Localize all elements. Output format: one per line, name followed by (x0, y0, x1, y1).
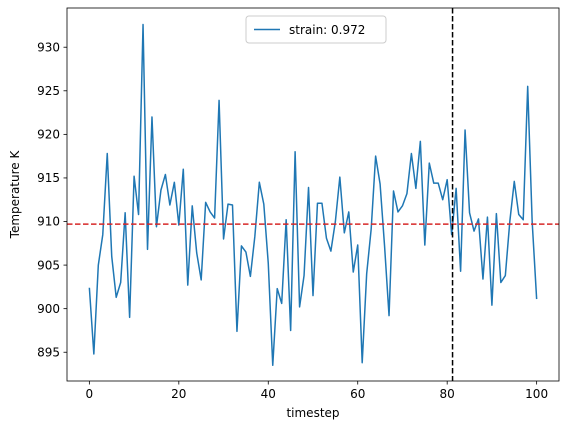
chart-axes: 0 20 40 60 80 100 895 900 905 910 915 920 925 930 (37, 7, 560, 401)
x-tick-label: 80 (440, 387, 455, 401)
x-tick-label: 0 (86, 387, 94, 401)
plot-frame (66, 7, 560, 382)
y-tick-label: 900 (37, 302, 60, 316)
chart-marks (67, 8, 559, 381)
y-tick-label: 925 (37, 84, 60, 98)
y-tick-label: 895 (37, 345, 60, 359)
y-tick-label: 915 (37, 171, 60, 185)
y-tick-label: 920 (37, 128, 60, 142)
y-tick-label: 930 (37, 40, 60, 54)
x-tick-label: 100 (525, 387, 548, 401)
plot-area (67, 8, 559, 381)
x-axis-label: timestep (286, 406, 339, 420)
x-tick-label: 20 (171, 387, 186, 401)
y-tick-label: 905 (37, 258, 60, 272)
legend-label: strain: 0.972 (289, 23, 365, 37)
legend-box (245, 15, 387, 44)
legend: strain: 0.972 (245, 15, 387, 44)
x-tick-label: 40 (261, 387, 276, 401)
y-axis-label: Temperature K (8, 150, 22, 240)
y-tick-label: 910 (37, 215, 60, 229)
x-tick-label: 60 (350, 387, 365, 401)
